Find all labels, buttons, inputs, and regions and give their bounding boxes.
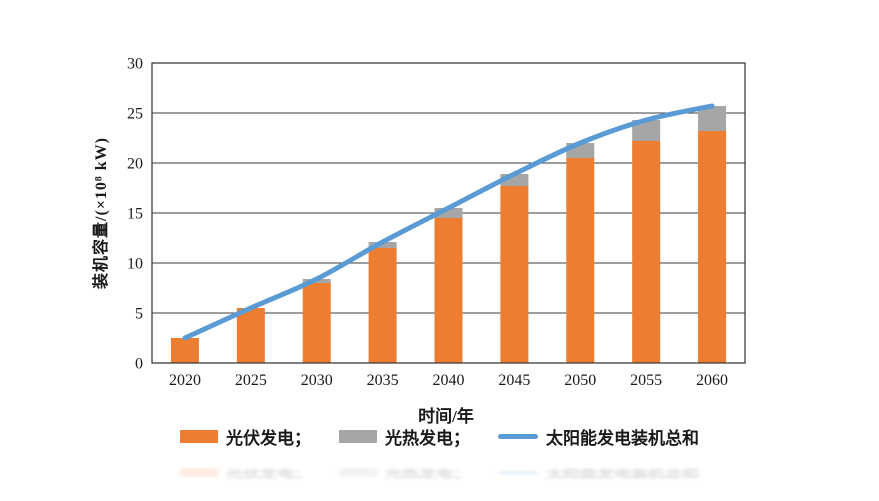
pv-bar bbox=[236, 308, 265, 363]
legend-label-csp: 光热发电； bbox=[385, 429, 470, 448]
pv-bar bbox=[566, 158, 595, 363]
legend-label-total: 太阳能发电装机总和 bbox=[546, 429, 699, 448]
y-tick-label: 30 bbox=[127, 56, 143, 73]
pv-bar bbox=[500, 186, 529, 363]
pv-bar bbox=[302, 283, 331, 363]
csp-bar-segment bbox=[434, 208, 463, 218]
x-tick-label: 2055 bbox=[630, 372, 662, 389]
legend-item-csp: 光热发电； bbox=[339, 424, 470, 449]
csp-bar-segment bbox=[632, 120, 661, 141]
pv-bar bbox=[368, 248, 397, 363]
legend-label-pv: 光伏发电； bbox=[226, 429, 311, 448]
total-capacity-line bbox=[182, 103, 715, 341]
x-tick-label: 2040 bbox=[433, 372, 465, 389]
pv-bar bbox=[632, 141, 661, 363]
csp-bar-swatch-icon bbox=[339, 430, 377, 443]
x-tick-label: 2025 bbox=[235, 372, 267, 389]
x-tick-label: 2035 bbox=[367, 372, 399, 389]
pv-bar-swatch-icon bbox=[180, 430, 218, 443]
total-line-swatch-icon bbox=[498, 434, 538, 439]
x-tick-label: 2030 bbox=[301, 372, 333, 389]
y-tick-label: 5 bbox=[135, 306, 143, 323]
legend-item-pv: 光伏发电； bbox=[180, 424, 311, 449]
y-tick-label: 25 bbox=[127, 106, 143, 123]
x-tick-label: 2020 bbox=[169, 372, 201, 389]
y-tick-label: 0 bbox=[135, 356, 143, 373]
x-tick-label: 2045 bbox=[498, 372, 530, 389]
plot-border bbox=[151, 62, 746, 364]
x-tick-label: 2050 bbox=[564, 372, 596, 389]
x-tick-label: 2060 bbox=[696, 372, 728, 389]
x-axis-title: 时间/年 bbox=[418, 407, 474, 426]
y-axis-title: 装机容量/(×10⁸ kW) bbox=[93, 137, 110, 289]
pv-bar bbox=[434, 218, 463, 363]
y-tick-label: 20 bbox=[127, 156, 143, 173]
pv-bar bbox=[170, 338, 199, 363]
y-tick-label: 10 bbox=[127, 256, 143, 273]
pv-bar bbox=[698, 131, 727, 363]
legend: 光伏发电； 光热发电； 太阳能发电装机总和 bbox=[0, 424, 879, 449]
legend-item-total: 太阳能发电装机总和 bbox=[498, 424, 699, 449]
csp-bar-segment bbox=[368, 242, 397, 248]
y-tick-label: 15 bbox=[127, 206, 143, 223]
